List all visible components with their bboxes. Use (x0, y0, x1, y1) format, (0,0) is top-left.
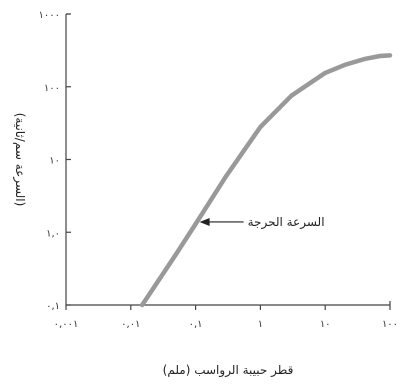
series-line (139, 53, 393, 308)
x-tick-label: ٠,٠١ (121, 319, 140, 330)
annotation-arrow-head (199, 217, 210, 226)
y-axis-title: (السرعة سم/ثانية) (12, 113, 27, 207)
x-ticks: ٠,٠٠١ ٠,٠١ ٠,١ ١ ١٠ ١٠٠ (54, 305, 398, 330)
y-tick-label: ١٠ (49, 156, 60, 167)
x-axis-title: قطر حبيبة الرواسب (ملم) (163, 363, 294, 378)
x-tick-label: ١٠٠ (382, 319, 398, 330)
x-tick-label: ٠,١ (189, 319, 203, 330)
axes (65, 13, 391, 306)
annotation-text: السرعة الحرجة (248, 215, 325, 230)
series-layer (139, 53, 393, 308)
y-tick-label: ١,٠ (46, 228, 60, 239)
y-tick-label: ٠,١ (46, 301, 60, 312)
x-tick-label: ٠,٠٠١ (54, 319, 79, 330)
y-tick-label: ١٠٠ (44, 83, 60, 94)
y-ticks: ٠,١ ١,٠ ١٠ ١٠٠ ١٠٠٠ (39, 10, 71, 312)
x-tick-label: ١ (258, 319, 263, 330)
annotation-layer: السرعة الحرجة (199, 215, 325, 230)
y-tick-label: ١٠٠٠ (39, 10, 60, 21)
x-tick-label: ١٠ (320, 319, 331, 330)
